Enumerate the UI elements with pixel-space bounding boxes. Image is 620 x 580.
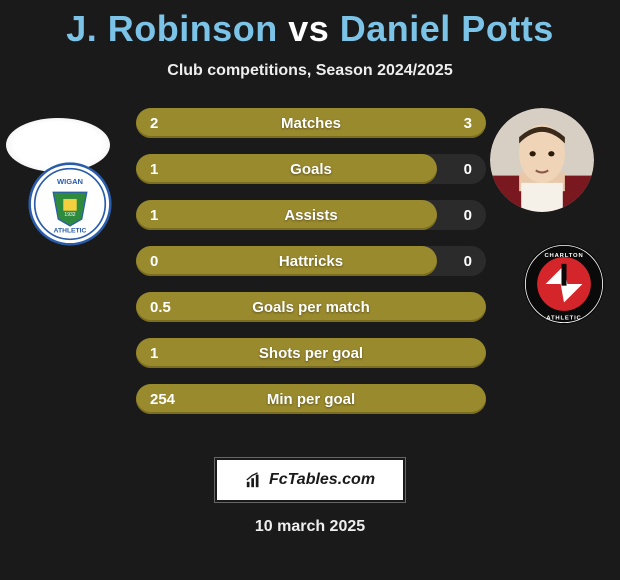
player2-face-icon [490,108,594,212]
charlton-badge-icon: CHARLTON ATHLETIC [522,242,606,326]
player2-name: Daniel Potts [340,8,554,49]
stat-left-value: 1 [150,345,158,362]
stat-left-value: 0 [150,253,158,270]
stat-row: 1 Assists 0 [136,200,486,230]
player2-avatar [490,108,594,212]
stat-left-value: 0.5 [150,299,171,316]
subtitle: Club competitions, Season 2024/2025 [0,62,620,80]
stat-label: Hattricks [279,253,343,270]
stat-left-value: 254 [150,391,175,408]
svg-text:CHARLTON: CHARLTON [544,253,583,259]
stat-label: Goals [290,161,332,178]
branding-text: FcTables.com [269,471,375,489]
wigan-badge-icon: WIGAN ATHLETIC 1932 [28,162,112,246]
player1-club-badge: WIGAN ATHLETIC 1932 [28,162,112,246]
stat-row: 1 Goals 0 [136,154,486,184]
stat-left-value: 1 [150,207,158,224]
stat-label: Assists [284,207,337,224]
stat-row: 254 Min per goal [136,384,486,414]
svg-text:1932: 1932 [64,212,75,218]
svg-text:ATHLETIC: ATHLETIC [546,315,581,321]
stat-left-value: 2 [150,115,158,132]
page-title: J. Robinson vs Daniel Potts [0,0,620,50]
stat-left-value: 1 [150,161,158,178]
stat-row: 0 Hattricks 0 [136,246,486,276]
player2-club-badge: CHARLTON ATHLETIC [522,242,606,326]
stat-label: Shots per goal [259,345,363,362]
stat-right-value: 0 [464,253,472,270]
svg-text:WIGAN: WIGAN [57,177,83,186]
stat-rows: 2 Matches 3 1 Goals 0 1 Assists 0 0 Hattricks 0 0.5 G… [136,108,486,414]
svg-text:ATHLETIC: ATHLETIC [54,228,87,235]
branding-box: FcTables.com [215,458,405,502]
stat-label: Goals per match [252,299,370,316]
player1-name: J. Robinson [66,8,278,49]
stat-right-value: 3 [464,115,472,132]
stat-row: 2 Matches 3 [136,108,486,138]
comparison-content: WIGAN ATHLETIC 1932 CHARLTON ATHLETIC 2 M… [0,108,620,438]
stat-label: Matches [281,115,341,132]
stat-right-value: 0 [464,161,472,178]
stat-row: 1 Shots per goal [136,338,486,368]
chart-icon [245,471,263,489]
stat-right-value: 0 [464,207,472,224]
date-text: 10 march 2025 [0,518,620,536]
stat-row: 0.5 Goals per match [136,292,486,322]
stat-label: Min per goal [267,391,355,408]
vs-text: vs [288,8,329,49]
stat-bar-fill [136,154,437,184]
